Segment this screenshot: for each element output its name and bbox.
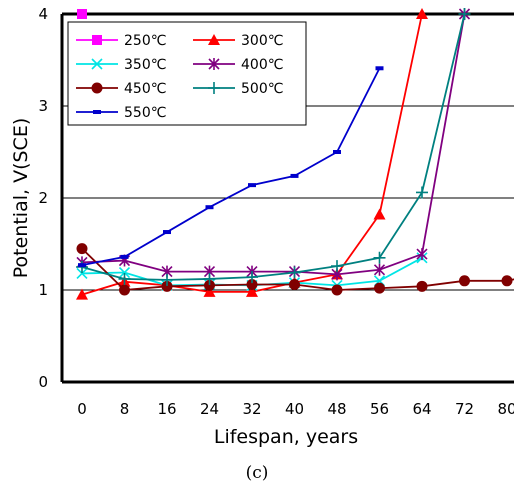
data-point bbox=[373, 263, 386, 276]
data-point bbox=[374, 282, 385, 294]
series-group bbox=[76, 8, 514, 300]
series-line bbox=[81, 13, 466, 281]
legend: 250℃ 300℃ 350℃ 400℃ 450℃ 500℃ 550℃ bbox=[67, 21, 307, 126]
y-tick-label: 3 bbox=[38, 97, 48, 115]
legend-label: 550℃ bbox=[124, 105, 166, 121]
legend-marker bbox=[208, 58, 220, 70]
data-point bbox=[246, 271, 258, 284]
data-point bbox=[246, 278, 258, 290]
series-6 bbox=[78, 66, 384, 268]
legend-item: 500℃ bbox=[193, 81, 283, 97]
series-line bbox=[81, 247, 514, 291]
data-point bbox=[161, 280, 173, 292]
data-point bbox=[288, 266, 301, 279]
y-tick-label: 1 bbox=[38, 281, 48, 299]
legend-item: 250℃ bbox=[76, 33, 166, 49]
x-tick-label: 24 bbox=[200, 400, 219, 418]
x-tick-label: 64 bbox=[412, 400, 431, 418]
figure-caption: (c) bbox=[246, 463, 269, 483]
data-point bbox=[290, 173, 299, 178]
legend-marker bbox=[93, 110, 101, 114]
legend-item: 550℃ bbox=[76, 105, 166, 121]
data-point bbox=[120, 254, 129, 259]
legend-item: 450℃ bbox=[76, 81, 166, 97]
data-point bbox=[118, 266, 131, 279]
tick-labels: 012340816243240485664728088 bbox=[38, 5, 514, 418]
data-point bbox=[416, 280, 428, 292]
legend-label: 300℃ bbox=[241, 33, 283, 49]
data-point bbox=[331, 260, 343, 273]
data-point bbox=[204, 279, 215, 291]
data-point bbox=[416, 186, 428, 199]
legend-marker bbox=[91, 58, 103, 70]
legend-marker bbox=[208, 34, 220, 45]
data-point bbox=[203, 272, 216, 285]
series-4 bbox=[76, 243, 514, 296]
data-point bbox=[78, 263, 86, 268]
data-point bbox=[289, 278, 300, 290]
data-point bbox=[76, 288, 88, 300]
data-point bbox=[205, 205, 214, 210]
data-point bbox=[161, 273, 173, 286]
data-point bbox=[76, 267, 88, 280]
data-point bbox=[331, 284, 343, 296]
data-point bbox=[501, 275, 513, 287]
data-point bbox=[333, 150, 341, 154]
data-point bbox=[416, 248, 428, 261]
y-tick-label: 0 bbox=[38, 373, 48, 391]
data-point bbox=[246, 285, 258, 297]
data-point bbox=[118, 272, 131, 285]
plot-area bbox=[60, 12, 514, 384]
legend-marker bbox=[92, 35, 102, 45]
series-0 bbox=[77, 9, 87, 19]
data-point bbox=[373, 251, 386, 264]
legend-label: 250℃ bbox=[124, 33, 166, 49]
data-point bbox=[459, 275, 470, 287]
series-line bbox=[81, 13, 466, 276]
legend-marker bbox=[91, 82, 103, 94]
x-tick-label: 16 bbox=[157, 400, 176, 418]
x-tick-label: 72 bbox=[455, 400, 474, 418]
x-tick-label: 40 bbox=[285, 400, 304, 418]
data-point bbox=[77, 9, 87, 19]
y-axis-title: Potential, V(SCE) bbox=[10, 118, 32, 278]
legend-item: 350℃ bbox=[76, 57, 166, 73]
legend-marker bbox=[208, 82, 220, 94]
data-point bbox=[163, 230, 171, 235]
series-line bbox=[81, 67, 381, 267]
legend-label: 400℃ bbox=[241, 57, 283, 73]
data-point bbox=[458, 8, 471, 20]
data-point bbox=[203, 285, 216, 297]
x-tick-label: 32 bbox=[242, 400, 261, 418]
legend-label: 500℃ bbox=[241, 81, 283, 97]
x-tick-label: 48 bbox=[327, 400, 346, 418]
x-tick-label: 0 bbox=[77, 400, 87, 418]
y-tick-label: 4 bbox=[38, 5, 48, 23]
x-tick-label: 56 bbox=[370, 400, 389, 418]
data-point bbox=[248, 183, 256, 188]
data-point bbox=[375, 66, 384, 71]
legend-label: 350℃ bbox=[124, 57, 166, 73]
legend-label: 450℃ bbox=[124, 81, 166, 97]
data-point bbox=[416, 8, 428, 19]
x-tick-label: 8 bbox=[120, 400, 130, 418]
x-tick-label: 80 bbox=[497, 400, 514, 418]
y-tick-label: 2 bbox=[38, 189, 48, 207]
x-axis-title: Lifespan, years bbox=[214, 426, 358, 448]
legend-item: 300℃ bbox=[193, 33, 283, 49]
data-point bbox=[76, 243, 88, 255]
data-point bbox=[373, 208, 386, 220]
data-point bbox=[119, 284, 130, 296]
legend-item: 400℃ bbox=[193, 57, 283, 73]
